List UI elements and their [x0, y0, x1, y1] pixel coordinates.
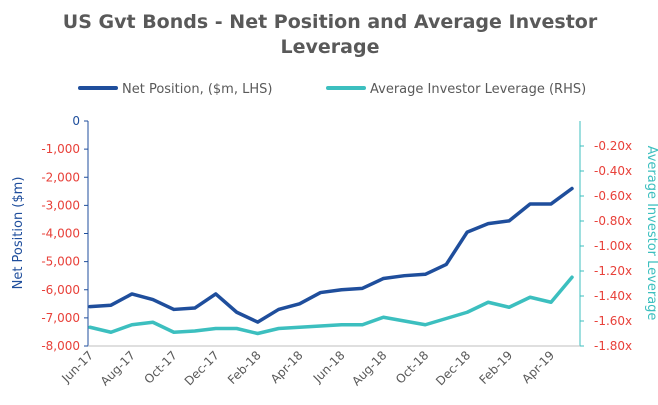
x-tick-label: Feb-19 [476, 348, 515, 387]
x-tick-label: Oct-17 [142, 348, 180, 386]
y2-tick-label: -1.80x [594, 339, 632, 353]
y2-axis-title: Average Investor Leverage [644, 146, 658, 321]
x-tick-label: Aug-17 [98, 348, 138, 388]
y-tick-label: -5,000 [41, 255, 80, 269]
y-tick-label: -1,000 [41, 142, 80, 156]
chart-title: US Gvt Bonds - Net Position and Average … [63, 11, 598, 33]
series-line [88, 186, 574, 324]
y-axis-title: Net Position ($m) [11, 177, 26, 290]
x-tick-label: Apr-18 [268, 348, 306, 386]
legend-label: Net Position, ($m, LHS) [122, 82, 272, 97]
x-tick-label: Aug-18 [349, 348, 389, 388]
series-line [88, 275, 574, 336]
y2-tick-label: -0.20x [594, 139, 632, 153]
y2-tick-label: -0.60x [594, 189, 632, 203]
y-tick-label: -4,000 [41, 227, 80, 241]
y-tick-label: -2,000 [41, 170, 80, 184]
legend-label: Average Investor Leverage (RHS) [370, 82, 586, 97]
x-tick-label: Dec-17 [182, 348, 222, 388]
x-tick-label: Jun-17 [58, 348, 96, 386]
x-tick-label: Dec-18 [433, 348, 473, 388]
y2-tick-label: -1.40x [594, 289, 632, 303]
y2-tick-label: -1.20x [594, 264, 632, 278]
y2-tick-label: -1.60x [594, 314, 632, 328]
x-tick-label: Apr-19 [519, 348, 557, 386]
y-tick-label: -7,000 [41, 311, 80, 325]
y2-tick-label: -0.80x [594, 214, 632, 228]
chart-title: Leverage [281, 36, 380, 58]
y-tick-label: -3,000 [41, 198, 80, 212]
y2-tick-label: -0.40x [594, 164, 632, 178]
x-tick-label: Oct-18 [393, 348, 431, 386]
y-tick-label: -8,000 [41, 339, 80, 353]
y-tick-label: 0 [72, 114, 80, 128]
y-tick-label: -6,000 [41, 283, 80, 297]
x-tick-label: Jun-18 [310, 348, 348, 386]
y2-tick-label: -1.00x [594, 239, 632, 253]
x-tick-label: Feb-18 [225, 348, 264, 387]
